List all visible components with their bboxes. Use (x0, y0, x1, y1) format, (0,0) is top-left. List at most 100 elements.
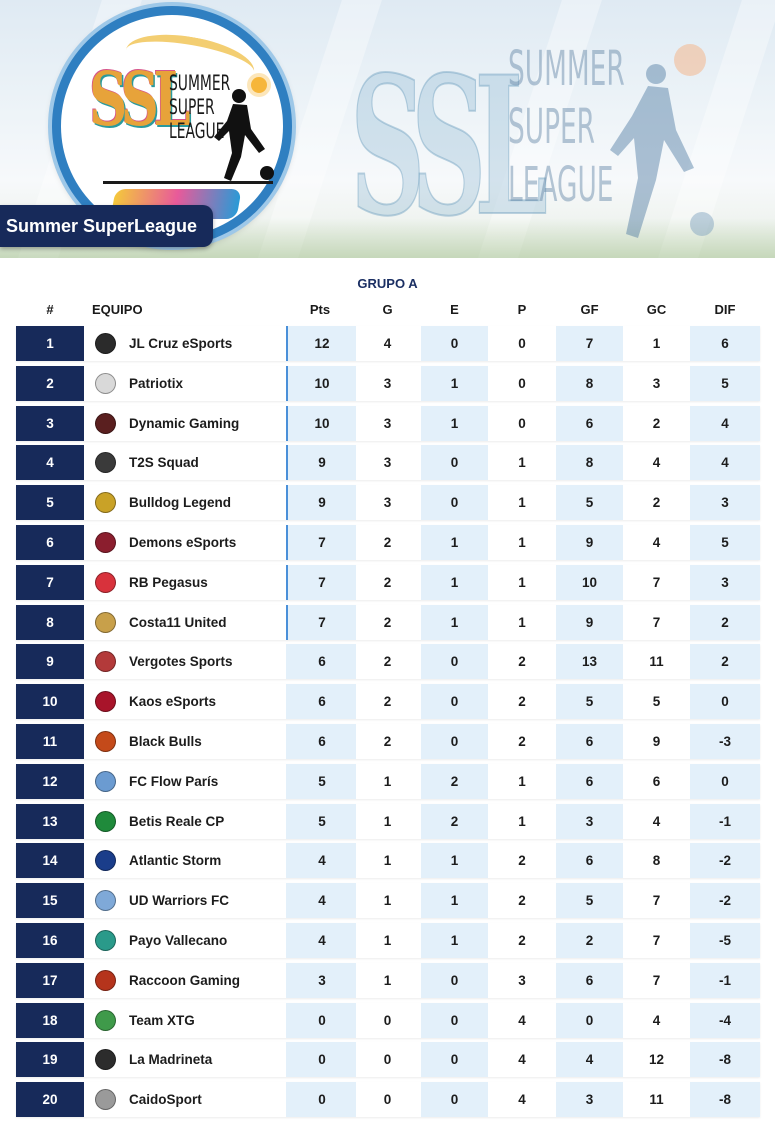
logo-word: SUPER (169, 95, 215, 119)
goals-against-cell: 6 (652, 773, 661, 789)
header-banner: SSL SUMMER SUPER LEAGUE SSL SUMMER SUPER… (0, 0, 775, 258)
watermark-words: SUMMER SUPER LEAGUE (508, 40, 625, 214)
points-cell: 5 (286, 803, 356, 839)
watermark-word: SUMMER (508, 41, 625, 97)
goals-for-cell: 13 (556, 644, 623, 680)
team-name: Bulldog Legend (129, 495, 231, 511)
drawn-cell: 1 (421, 883, 488, 919)
position-cell: 19 (16, 1042, 84, 1078)
points-cell: 6 (286, 644, 356, 680)
goals-against-cell: 4 (652, 1012, 661, 1028)
lost-cell: 1 (518, 495, 526, 511)
table-row[interactable]: 19 La Madrineta 0 0 0 4 4 12 -8 (16, 1042, 760, 1078)
goals-against-cell: 7 (652, 893, 661, 909)
league-title-badge: Summer SuperLeague (0, 205, 214, 247)
team-cell: CaidoSport (84, 1082, 286, 1117)
team-cell: Costa11 United (84, 605, 286, 640)
lost-cell: 1 (518, 614, 526, 630)
table-row[interactable]: 1 JL Cruz eSports 12 4 0 0 7 1 6 (16, 326, 760, 361)
goals-against-cell: 2 (652, 495, 661, 511)
points-cell: 5 (286, 763, 356, 799)
table-row[interactable]: 14 Atlantic Storm 4 1 1 2 6 8 -2 (16, 843, 760, 879)
lost-cell: 2 (518, 853, 526, 869)
goals-against-cell: 11 (649, 1092, 664, 1108)
goals-against-cell: 4 (652, 535, 661, 550)
goals-against-cell: 7 (652, 574, 661, 590)
team-crest-icon (95, 1009, 116, 1031)
table-row[interactable]: 18 Team XTG 0 0 0 4 0 4 -4 (16, 1002, 760, 1038)
lost-cell: 1 (518, 455, 526, 471)
table-row[interactable]: 12 FC Flow París 5 1 2 1 6 6 0 (16, 763, 760, 799)
position-cell: 5 (16, 485, 84, 521)
column-header-goal-difference: DIF (714, 302, 736, 317)
table-row[interactable]: 2 Patriotix 10 3 1 0 8 3 5 (16, 365, 760, 401)
team-name: RB Pegasus (129, 574, 208, 590)
team-cell: La Madrineta (84, 1042, 286, 1077)
team-cell: FC Flow París (84, 764, 286, 799)
table-row[interactable]: 7 RB Pegasus 7 2 1 1 10 7 3 (16, 564, 760, 600)
table-row[interactable]: 20 CaidoSport 0 0 0 4 3 11 -8 (16, 1082, 760, 1118)
points-cell: 10 (286, 365, 356, 401)
team-cell: Black Bulls (84, 724, 286, 759)
goal-difference-cell: 0 (690, 763, 760, 799)
position-cell: 4 (16, 445, 84, 481)
table-row[interactable]: 3 Dynamic Gaming 10 3 1 0 6 2 4 (16, 405, 760, 441)
table-row[interactable]: 17 Raccoon Gaming 3 1 0 3 6 7 -1 (16, 962, 760, 998)
column-header-lost: P (517, 302, 527, 317)
goals-for-cell: 6 (556, 724, 623, 759)
points-cell: 0 (286, 1042, 356, 1078)
position-cell: 18 (16, 1002, 84, 1038)
won-cell: 3 (383, 415, 392, 431)
team-crest-icon (95, 611, 116, 633)
team-crest-icon (95, 532, 116, 553)
table-row[interactable]: 13 Betis Reale CP 5 1 2 1 3 4 -1 (16, 803, 760, 839)
table-row[interactable]: 8 Costa11 United 7 2 1 1 9 7 2 (16, 604, 760, 640)
points-cell: 12 (286, 326, 356, 361)
goal-difference-cell: -1 (690, 962, 760, 998)
team-cell: Kaos eSports (84, 684, 286, 719)
team-cell: Betis Reale CP (84, 804, 286, 839)
soccer-player-icon (214, 89, 274, 181)
goal-difference-cell: -2 (690, 883, 760, 919)
drawn-cell: 0 (421, 1042, 488, 1078)
logo-word: LEAGUE (169, 119, 225, 143)
team-name: FC Flow París (129, 773, 219, 789)
won-cell: 2 (383, 535, 392, 550)
position-cell: 6 (16, 525, 84, 560)
team-crest-icon (95, 372, 116, 394)
table-row[interactable]: 10 Kaos eSports 6 2 0 2 5 5 0 (16, 684, 760, 720)
team-name: Raccoon Gaming (129, 972, 241, 988)
team-name: Demons eSports (129, 535, 237, 550)
logo-initials: SSL (89, 57, 191, 143)
goal-difference-cell: -1 (690, 803, 760, 839)
goals-for-cell: 8 (556, 445, 623, 481)
goal-difference-cell: -2 (690, 843, 760, 879)
drawn-cell: 0 (421, 485, 488, 521)
table-row[interactable]: 4 T2S Squad 9 3 0 1 8 4 4 (16, 445, 760, 481)
goals-for-cell: 10 (556, 564, 623, 600)
points-cell: 4 (286, 883, 356, 919)
table-row[interactable]: 9 Vergotes Sports 6 2 0 2 13 11 2 (16, 644, 760, 680)
team-name: Patriotix (129, 375, 184, 391)
table-row[interactable]: 15 UD Warriors FC 4 1 1 2 5 7 -2 (16, 883, 760, 919)
won-cell: 0 (383, 1092, 392, 1108)
lost-cell: 1 (518, 773, 526, 789)
team-cell: JL Cruz eSports (84, 326, 286, 361)
goal-difference-cell: 4 (690, 445, 760, 481)
table-row[interactable]: 11 Black Bulls 6 2 0 2 6 9 -3 (16, 724, 760, 759)
lost-cell: 3 (518, 972, 526, 988)
won-cell: 0 (383, 1012, 392, 1028)
table-row[interactable]: 6 Demons eSports 7 2 1 1 9 4 5 (16, 525, 760, 560)
won-cell: 1 (383, 933, 392, 948)
table-row[interactable]: 16 Payo Vallecano 4 1 1 2 2 7 -5 (16, 923, 760, 958)
team-name: Kaos eSports (129, 694, 217, 710)
table-row[interactable]: 5 Bulldog Legend 9 3 0 1 5 2 3 (16, 485, 760, 521)
position-cell: 12 (16, 763, 84, 799)
position-cell: 17 (16, 962, 84, 998)
team-name: UD Warriors FC (129, 893, 230, 909)
goals-for-cell: 6 (556, 962, 623, 998)
goal-difference-cell: 4 (690, 405, 760, 441)
lost-cell: 4 (518, 1092, 526, 1108)
position-cell: 15 (16, 883, 84, 919)
goals-against-cell: 4 (652, 455, 661, 471)
